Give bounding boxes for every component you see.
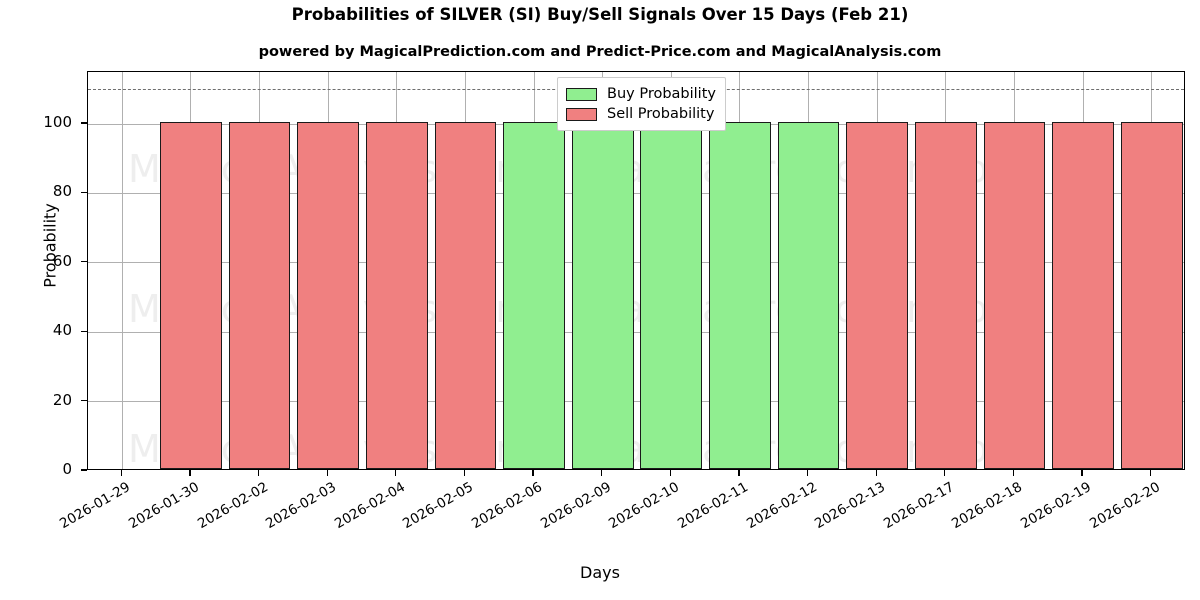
- y-tick-mark: [81, 399, 87, 402]
- x-tick-mark: [944, 470, 946, 476]
- x-tick-mark: [806, 470, 809, 476]
- x-tick-mark: [257, 470, 260, 476]
- chart-bar: [160, 122, 222, 469]
- x-tick-mark: [1150, 470, 1152, 476]
- chart-legend: Buy Probability Sell Probability: [557, 77, 726, 131]
- x-tick-mark: [738, 470, 740, 476]
- legend-label: Buy Probability: [607, 86, 716, 102]
- y-tick-label: 40: [52, 321, 72, 340]
- gridline-horizontal: [88, 401, 1184, 403]
- x-tick-mark: [326, 470, 328, 476]
- y-tick-mark: [81, 469, 87, 471]
- legend-item[interactable]: Sell Probability: [566, 104, 716, 124]
- chart-bar: [846, 122, 909, 469]
- y-tick-label: 100: [43, 113, 72, 132]
- gridline-vertical: [121, 72, 123, 469]
- y-tick-mark: [81, 261, 87, 263]
- chart-title: Probabilities of SILVER (SI) Buy/Sell Si…: [291, 5, 909, 24]
- gridline-horizontal: [88, 262, 1184, 264]
- x-tick-mark: [532, 470, 534, 476]
- gridline-horizontal: [88, 192, 1184, 194]
- chart-bar: [297, 122, 360, 469]
- x-tick-mark: [189, 470, 191, 476]
- chart-bar: [983, 122, 1046, 469]
- chart-bar: [571, 122, 634, 469]
- y-tick-label: 60: [52, 251, 72, 270]
- x-tick-mark: [601, 470, 603, 476]
- y-tick-label: 20: [52, 390, 72, 409]
- chart-bar: [228, 122, 291, 469]
- chart-bar: [709, 122, 771, 469]
- legend-label: Sell Probability: [607, 106, 715, 122]
- gridline-horizontal: [88, 331, 1184, 333]
- chart-bar: [503, 122, 565, 469]
- chart-bar: [640, 122, 703, 469]
- chart-bar: [1120, 122, 1183, 469]
- chart-bar: [434, 122, 497, 469]
- y-axis-label: Probability: [40, 203, 60, 288]
- x-tick-mark: [395, 470, 397, 476]
- chart-bar: [777, 122, 840, 469]
- chart-subtitle: powered by MagicalPrediction.com and Pre…: [258, 44, 942, 60]
- x-tick-mark: [875, 470, 877, 476]
- legend-item[interactable]: Buy Probability: [566, 84, 716, 104]
- x-tick-mark: [1012, 470, 1015, 476]
- legend-swatch-icon: [566, 107, 597, 121]
- chart-bar: [914, 122, 977, 469]
- x-tick-mark: [463, 470, 466, 476]
- y-tick-mark: [81, 191, 87, 194]
- x-tick-mark: [120, 470, 122, 476]
- chart-bar: [365, 122, 428, 469]
- x-tick-mark: [1081, 470, 1083, 476]
- y-tick-label: 80: [52, 182, 72, 201]
- x-tick-mark: [669, 470, 671, 476]
- x-axis-label: Days: [580, 563, 620, 582]
- chart-bar: [1052, 122, 1114, 469]
- legend-swatch-icon: [566, 87, 597, 101]
- y-tick-mark: [81, 122, 87, 124]
- y-tick-label: 0: [62, 460, 72, 478]
- y-tick-mark: [81, 330, 87, 332]
